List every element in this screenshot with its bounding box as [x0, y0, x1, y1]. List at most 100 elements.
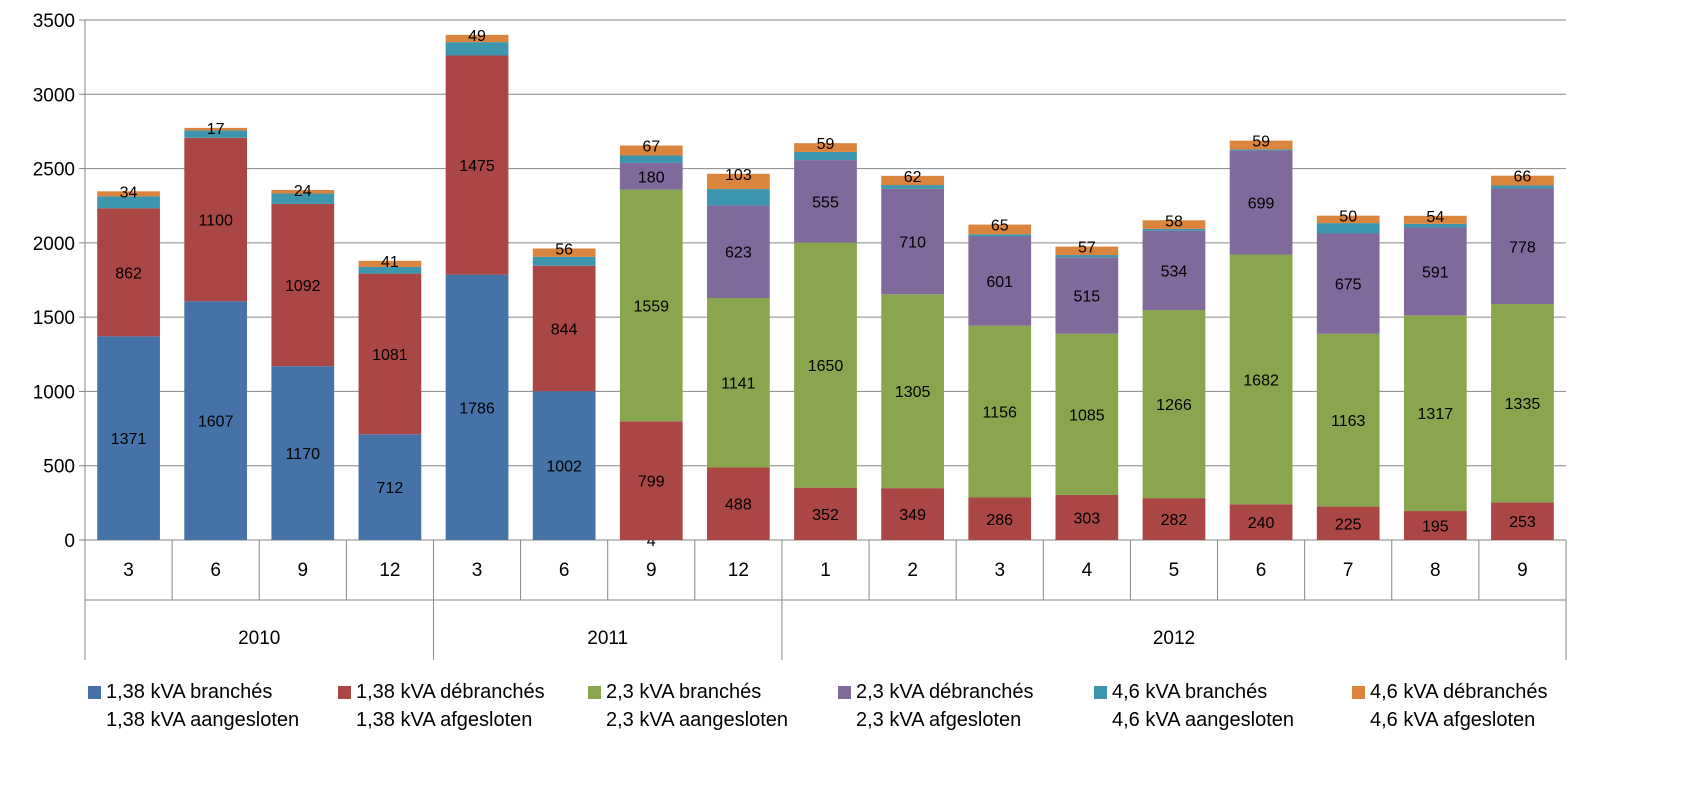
bar-segment-s46-on: [619, 155, 683, 163]
legend-item: 4,6 kVA branchés 4,6 kVA aangesloten: [1094, 678, 1352, 734]
bar-segment-s138-on: [532, 391, 596, 540]
x-tick-label: 6: [1256, 560, 1267, 581]
bar-segment-s23-on: [1316, 333, 1380, 507]
x-tick-label: 9: [646, 560, 657, 581]
bar-segment-s46-off: [794, 143, 857, 152]
legend-label: 1,38 kVA branchés: [106, 680, 273, 703]
bar-segment-s23-off: [1142, 230, 1206, 311]
bar-segment-s23-on: [794, 242, 857, 488]
x-tick-label: 6: [559, 560, 570, 581]
x-tick-label: 9: [1517, 560, 1528, 581]
bar-segment-s46-off: [445, 34, 509, 43]
data-label: 59: [817, 136, 835, 153]
data-label: 1085: [1069, 407, 1105, 424]
data-label: 59: [1252, 134, 1270, 151]
bar-segment-s138-off: [707, 467, 770, 540]
legend-label: 2,3 kVA débranchés: [856, 680, 1034, 703]
legend-sublabel: 1,38 kVA aangesloten: [106, 709, 300, 731]
data-label: 712: [377, 480, 404, 497]
bar-segment-s138-off: [881, 488, 944, 540]
bar-segment-s138-off: [1403, 511, 1467, 540]
data-label: 534: [1161, 263, 1188, 280]
data-label: 515: [1074, 289, 1101, 306]
bar-segment-s138-on: [445, 274, 509, 540]
bar-segment-s46-on: [968, 234, 1032, 237]
x-tick-label: 3: [472, 560, 483, 581]
bar-segment-s138-off: [532, 265, 596, 392]
bar-segment-s23-off: [619, 162, 683, 190]
data-label: 54: [1426, 209, 1444, 226]
legend-swatch: [588, 685, 601, 699]
legend-sublabel: 4,6 kVA aangesloten: [1112, 709, 1294, 731]
y-tick-label: 1500: [33, 308, 75, 329]
bar-segment-s46-on: [532, 256, 596, 266]
data-label: 1335: [1505, 396, 1541, 413]
data-label: 699: [1248, 196, 1275, 213]
data-label: 1559: [633, 298, 669, 315]
legend-sublabel: 4,6 kVA afgesloten: [1370, 709, 1536, 731]
bar-segment-s138-off: [1229, 504, 1293, 540]
bar-segment-s23-on: [1055, 333, 1119, 495]
legend-swatch: [338, 685, 351, 699]
y-tick-label: 3500: [33, 11, 75, 32]
bar-segment-s46-on: [1403, 223, 1467, 228]
data-label: 282: [1161, 512, 1188, 529]
bar-segment-s138-off: [968, 497, 1032, 540]
x-tick-label: 5: [1169, 560, 1180, 581]
y-tick-label: 0: [64, 531, 75, 552]
bar-segment-s23-on: [1403, 315, 1467, 512]
data-label: 488: [725, 497, 752, 514]
bar-segment-s23-on: [619, 189, 683, 422]
y-tick-label: 500: [43, 457, 75, 478]
legend-label: 1,38 kVA débranchés: [356, 680, 545, 703]
data-label: 1786: [459, 400, 495, 417]
data-label: 58: [1165, 213, 1183, 230]
bar-segment-s46-on: [1229, 149, 1293, 151]
bar-segment-s23-off: [1055, 257, 1119, 334]
bar-segment-s46-on: [794, 151, 857, 161]
bar-segment-s46-off: [707, 173, 770, 190]
y-tick-label: 2000: [33, 234, 75, 255]
bar-segment-s23-off: [1491, 188, 1554, 305]
data-label: 180: [638, 169, 665, 186]
legend-label: 4,6 kVA branchés: [1112, 680, 1268, 703]
bar-segment-s46-off: [1229, 140, 1293, 150]
bar-segment-s138-on: [271, 366, 335, 540]
data-label: 1081: [372, 347, 408, 364]
legend-swatch: [1094, 685, 1107, 699]
bar-segment-s23-on: [881, 294, 944, 489]
bar-segment-s46-off: [1403, 215, 1467, 224]
bar-segment-s23-off: [794, 160, 857, 243]
bar-segment-s46-off: [881, 175, 944, 186]
bar-segment-s23-off: [707, 205, 770, 298]
group-label: 2010: [238, 628, 280, 649]
data-label: 49: [468, 28, 486, 45]
data-label: 195: [1422, 519, 1449, 536]
data-label: 1002: [546, 459, 582, 476]
y-tick-label: 1000: [33, 382, 75, 403]
data-label: 56: [555, 242, 573, 259]
bar-segment-s23-on: [1142, 310, 1206, 499]
data-label: 1100: [198, 213, 233, 230]
data-label: 225: [1335, 516, 1362, 533]
x-tick-label: 3: [994, 560, 1005, 581]
data-label: 286: [986, 512, 1013, 529]
data-label: 778: [1509, 239, 1536, 256]
data-label: 1141: [721, 376, 756, 393]
bar-segment-s46-on: [1055, 255, 1119, 258]
data-label: 1170: [286, 446, 321, 463]
bar-segment-s138-on: [358, 434, 422, 540]
bar-segment-s46-on: [881, 185, 944, 189]
x-tick-label: 9: [298, 560, 309, 581]
legend-label: 4,6 kVA débranchés: [1370, 680, 1548, 703]
data-label: 4: [647, 533, 656, 550]
bar-segment-s46-on: [1142, 228, 1206, 231]
data-label: 799: [638, 474, 665, 491]
bar-segment-s46-off: [1055, 246, 1119, 256]
bar-segment-s46-off: [184, 127, 248, 131]
bar-segment-s138-off: [794, 487, 857, 540]
data-label: 862: [115, 265, 142, 282]
x-tick-label: 4: [1082, 560, 1093, 581]
x-tick-label: 7: [1343, 560, 1354, 581]
bar-segment-s46-on: [445, 42, 509, 56]
